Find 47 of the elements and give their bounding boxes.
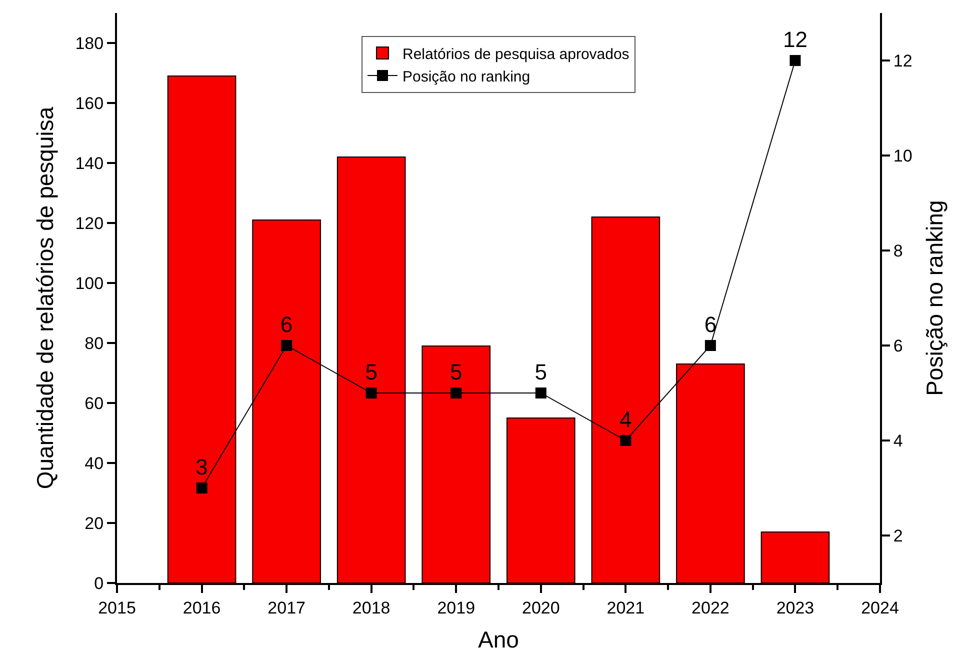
y2-tick-label: 12 <box>893 51 912 70</box>
y2-tick-label: 10 <box>893 146 912 166</box>
y-tick-label: 0 <box>94 574 104 593</box>
data-label: 5 <box>365 360 378 385</box>
y2-axis-title: Posição no ranking <box>921 200 948 396</box>
data-label: 12 <box>782 27 808 52</box>
data-label: 6 <box>704 312 717 338</box>
point <box>281 340 292 351</box>
y-axis-title: Quantidade de relatórios de pesquisa <box>32 106 58 490</box>
y-tick-label: 80 <box>84 334 104 353</box>
x-tick-label: 2023 <box>776 598 814 618</box>
x-tick-label: 2018 <box>352 598 390 618</box>
point <box>704 340 716 351</box>
point <box>535 388 546 398</box>
y-tick-label: 20 <box>84 514 104 533</box>
x-tick-label: 2017 <box>268 598 306 618</box>
data-label: 3 <box>196 454 208 480</box>
point <box>450 388 462 398</box>
y2-tick-label: 2 <box>893 526 903 546</box>
y-tick-label: 100 <box>75 274 104 293</box>
y2-tick-label: 8 <box>893 241 903 260</box>
y2-tick-label: 6 <box>893 336 903 356</box>
y-tick-label: 120 <box>75 214 104 233</box>
data-label: 6 <box>280 312 293 338</box>
data-label: 4 <box>620 407 632 432</box>
x-tick-label: 2016 <box>182 598 221 618</box>
legend-label: Posição no ranking <box>402 68 530 86</box>
point <box>366 388 377 398</box>
x-tick-label: 2021 <box>606 598 645 618</box>
x-tick-label: 2024 <box>861 598 899 618</box>
x-tick-label: 2020 <box>522 598 560 618</box>
data-label: 5 <box>534 360 548 385</box>
legend-label: Relatórios de pesquisa aprovados <box>402 46 630 63</box>
x-axis-title: Ano <box>478 626 519 652</box>
x-tick-label: 2022 <box>692 598 730 618</box>
x-tick-label: 2015 <box>98 598 136 618</box>
y-tick-label: 160 <box>75 94 104 113</box>
y-tick-label: 60 <box>84 394 104 413</box>
x-tick-label: 2019 <box>437 598 476 618</box>
y-tick-label: 140 <box>75 154 104 173</box>
y-tick-label: 40 <box>84 454 104 473</box>
point <box>620 435 632 446</box>
data-label: 5 <box>450 360 462 385</box>
y2-tick-label: 4 <box>893 431 903 450</box>
y-tick-label: 180 <box>75 34 104 53</box>
point <box>196 482 208 494</box>
point <box>790 55 801 66</box>
